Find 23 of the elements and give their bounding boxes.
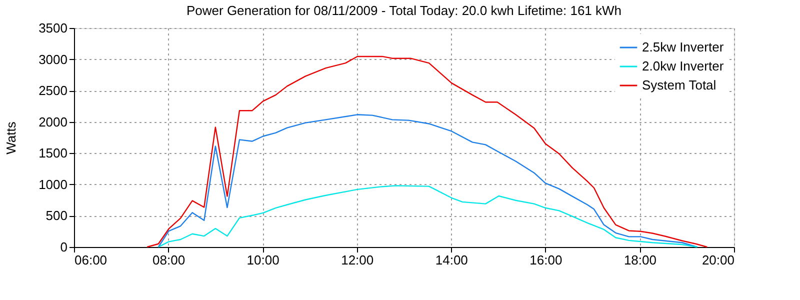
legend-label: System Total [642, 78, 716, 92]
y-tick-label: 2500 [38, 83, 68, 98]
line-series [158, 114, 698, 248]
y-tick-label: 1000 [38, 176, 68, 192]
y-tick-label: 500 [46, 208, 68, 224]
x-tick-label: 08:00 [152, 252, 186, 268]
x-tick-label: 14:00 [435, 252, 468, 268]
chart-title: Power Generation for 08/11/2009 - Total Today: 20.0 kwh Lifetime: 161 kWh [186, 3, 622, 18]
x-tick-label: 16:00 [530, 252, 562, 268]
legend-label: 2.5kw Inverter [642, 40, 724, 54]
x-tick-label: 12:00 [341, 252, 374, 268]
x-tick-label: 18:00 [624, 252, 656, 268]
y-tick-label: 3000 [38, 52, 68, 67]
x-tick-label: 10:00 [246, 252, 280, 268]
y-axis-title: Watts [4, 121, 19, 154]
legend-label: 2.0kw Inverter [642, 58, 724, 74]
x-tick-label: 20:00 [702, 252, 734, 268]
y-tick-label: 3500 [38, 20, 68, 36]
x-tick-label: 06:00 [74, 252, 108, 268]
y-tick-label: 0 [60, 240, 68, 254]
y-tick-label: 1500 [38, 146, 68, 161]
line-series [158, 185, 698, 248]
y-tick-label: 2000 [38, 114, 68, 130]
